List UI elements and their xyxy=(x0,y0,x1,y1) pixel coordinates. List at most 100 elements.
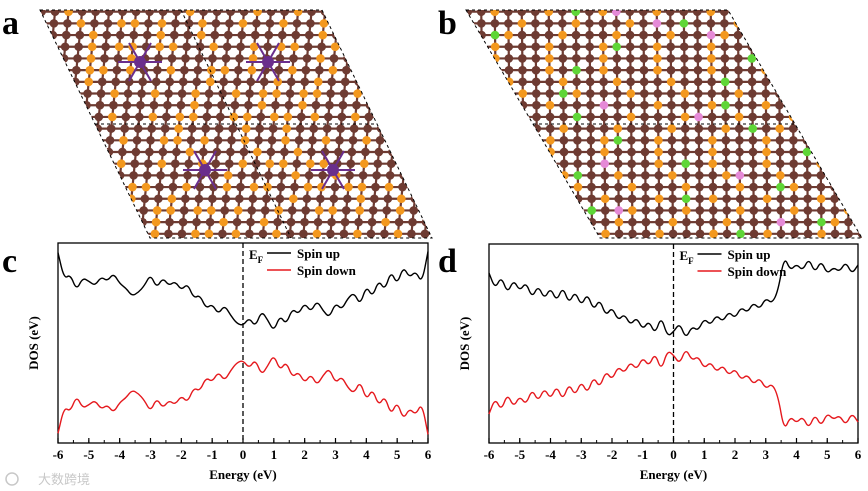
atom-carbon xyxy=(170,159,180,168)
atom-carbon xyxy=(277,171,287,180)
atom-carbon xyxy=(333,19,342,28)
atom-carbon xyxy=(388,10,397,16)
atom-carbon xyxy=(132,135,142,145)
atom-carbon xyxy=(788,124,798,133)
bond xyxy=(359,46,364,59)
atom-carbon xyxy=(857,217,862,227)
atom-orange xyxy=(69,89,79,98)
atom-carbon xyxy=(855,65,862,75)
bond xyxy=(391,140,395,153)
atom-carbon xyxy=(599,124,609,133)
atom-carbon xyxy=(841,30,851,40)
atom-carbon xyxy=(571,42,581,52)
atom-orange xyxy=(173,135,182,145)
atom-carbon xyxy=(131,10,141,16)
atom-carbon xyxy=(337,112,347,122)
atom-carbon xyxy=(574,229,583,238)
atom-carbon xyxy=(787,42,797,52)
atom-carbon xyxy=(627,194,637,204)
atom-carbon xyxy=(21,31,30,40)
atom-orange xyxy=(546,135,555,145)
atom-carbon xyxy=(151,77,161,87)
atom-orange xyxy=(654,147,663,157)
atom-carbon xyxy=(331,30,341,40)
atom-carbon xyxy=(284,100,294,110)
atom-carbon xyxy=(103,159,113,168)
atom-carbon xyxy=(210,30,220,40)
atom-carbon xyxy=(182,42,191,52)
bond xyxy=(374,34,378,47)
atom-carbon xyxy=(63,19,72,28)
atom-carbon xyxy=(447,101,456,110)
atom-orange xyxy=(52,124,62,133)
atom-orange xyxy=(116,159,126,168)
atom-orange xyxy=(238,19,248,28)
atom-carbon xyxy=(176,100,186,110)
atom-carbon xyxy=(112,65,122,75)
bond xyxy=(269,10,274,12)
atom-carbon xyxy=(244,100,253,110)
atom-orange xyxy=(545,65,554,75)
atom-carbon xyxy=(385,171,395,180)
atom-carbon xyxy=(830,182,839,192)
bond xyxy=(472,152,473,164)
atom-orange xyxy=(293,10,303,16)
atom-carbon xyxy=(324,112,333,122)
bond xyxy=(453,70,454,82)
atom-carbon xyxy=(91,147,100,157)
atom-carbon xyxy=(348,135,358,145)
bond xyxy=(40,11,43,24)
atom-carbon xyxy=(167,54,177,63)
atom-carbon xyxy=(814,19,824,28)
atom-orange xyxy=(612,77,622,87)
atom-carbon xyxy=(320,10,330,16)
atom-orange xyxy=(437,42,446,51)
atom-carbon xyxy=(679,10,689,16)
atom-pink xyxy=(706,30,716,40)
atom-carbon xyxy=(857,229,862,238)
atom-carbon xyxy=(109,100,118,110)
atom-orange xyxy=(558,30,567,40)
panel-label-d: d xyxy=(438,243,457,280)
atom-orange xyxy=(360,19,369,28)
atom-carbon xyxy=(667,112,676,122)
atom-orange xyxy=(546,159,555,168)
atom-carbon xyxy=(75,171,84,180)
bond xyxy=(393,116,397,129)
atom-orange xyxy=(681,182,691,192)
atom-carbon xyxy=(146,135,155,145)
atom-orange xyxy=(376,0,385,4)
atom-carbon xyxy=(667,100,676,110)
atom-carbon xyxy=(412,171,422,180)
atom-carbon xyxy=(586,100,595,110)
atom-carbon xyxy=(335,135,344,145)
atom-carbon xyxy=(336,124,345,133)
bond xyxy=(175,10,179,12)
atom-carbon xyxy=(830,229,840,238)
atom-orange xyxy=(477,206,486,215)
x-tick-label: 4 xyxy=(793,447,800,462)
atom-carbon xyxy=(368,206,378,215)
atom-orange xyxy=(119,0,128,4)
atom-carbon xyxy=(203,100,213,110)
atom-orange xyxy=(814,42,824,52)
atom-carbon xyxy=(274,65,284,75)
atom-carbon xyxy=(84,217,93,227)
atom-carbon xyxy=(143,159,153,168)
atom-carbon xyxy=(213,135,223,145)
atom-orange xyxy=(517,0,526,4)
atom-orange xyxy=(720,30,729,40)
atom-carbon xyxy=(789,159,798,168)
atom-orange xyxy=(381,217,390,227)
atom-orange xyxy=(47,42,56,52)
atom-carbon xyxy=(682,229,691,238)
atom-carbon xyxy=(168,182,178,192)
atom-carbon xyxy=(612,54,622,63)
atom-carbon xyxy=(801,54,811,63)
atom-carbon xyxy=(423,7,432,16)
atom-orange xyxy=(156,30,166,40)
atom-orange xyxy=(545,100,555,110)
bond xyxy=(102,198,106,211)
atom-carbon xyxy=(802,112,811,122)
bond xyxy=(58,93,62,106)
